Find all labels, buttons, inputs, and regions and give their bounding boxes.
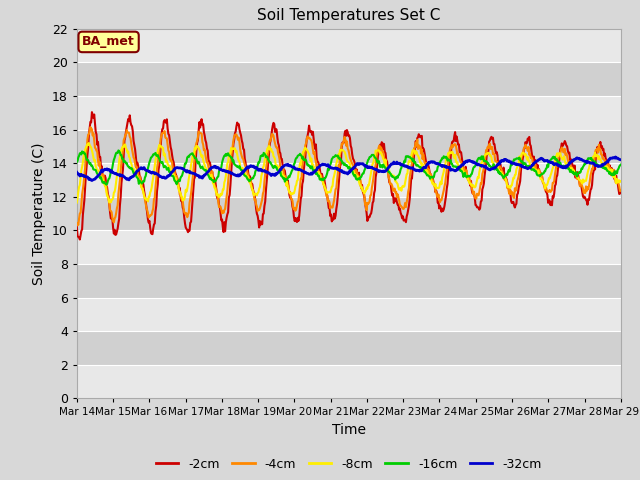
X-axis label: Time: Time	[332, 423, 366, 437]
Bar	[77, 130, 621, 163]
Bar	[77, 230, 621, 264]
Bar	[77, 163, 621, 197]
Legend: -2cm, -4cm, -8cm, -16cm, -32cm: -2cm, -4cm, -8cm, -16cm, -32cm	[151, 453, 547, 476]
Bar	[77, 29, 621, 62]
Bar	[77, 197, 621, 230]
Bar	[77, 365, 621, 398]
Y-axis label: Soil Temperature (C): Soil Temperature (C)	[33, 143, 46, 285]
Bar	[77, 96, 621, 130]
Title: Soil Temperatures Set C: Soil Temperatures Set C	[257, 9, 440, 24]
Bar	[77, 62, 621, 96]
Bar	[77, 264, 621, 298]
Text: BA_met: BA_met	[82, 36, 135, 48]
Bar	[77, 298, 621, 331]
Bar	[77, 331, 621, 365]
